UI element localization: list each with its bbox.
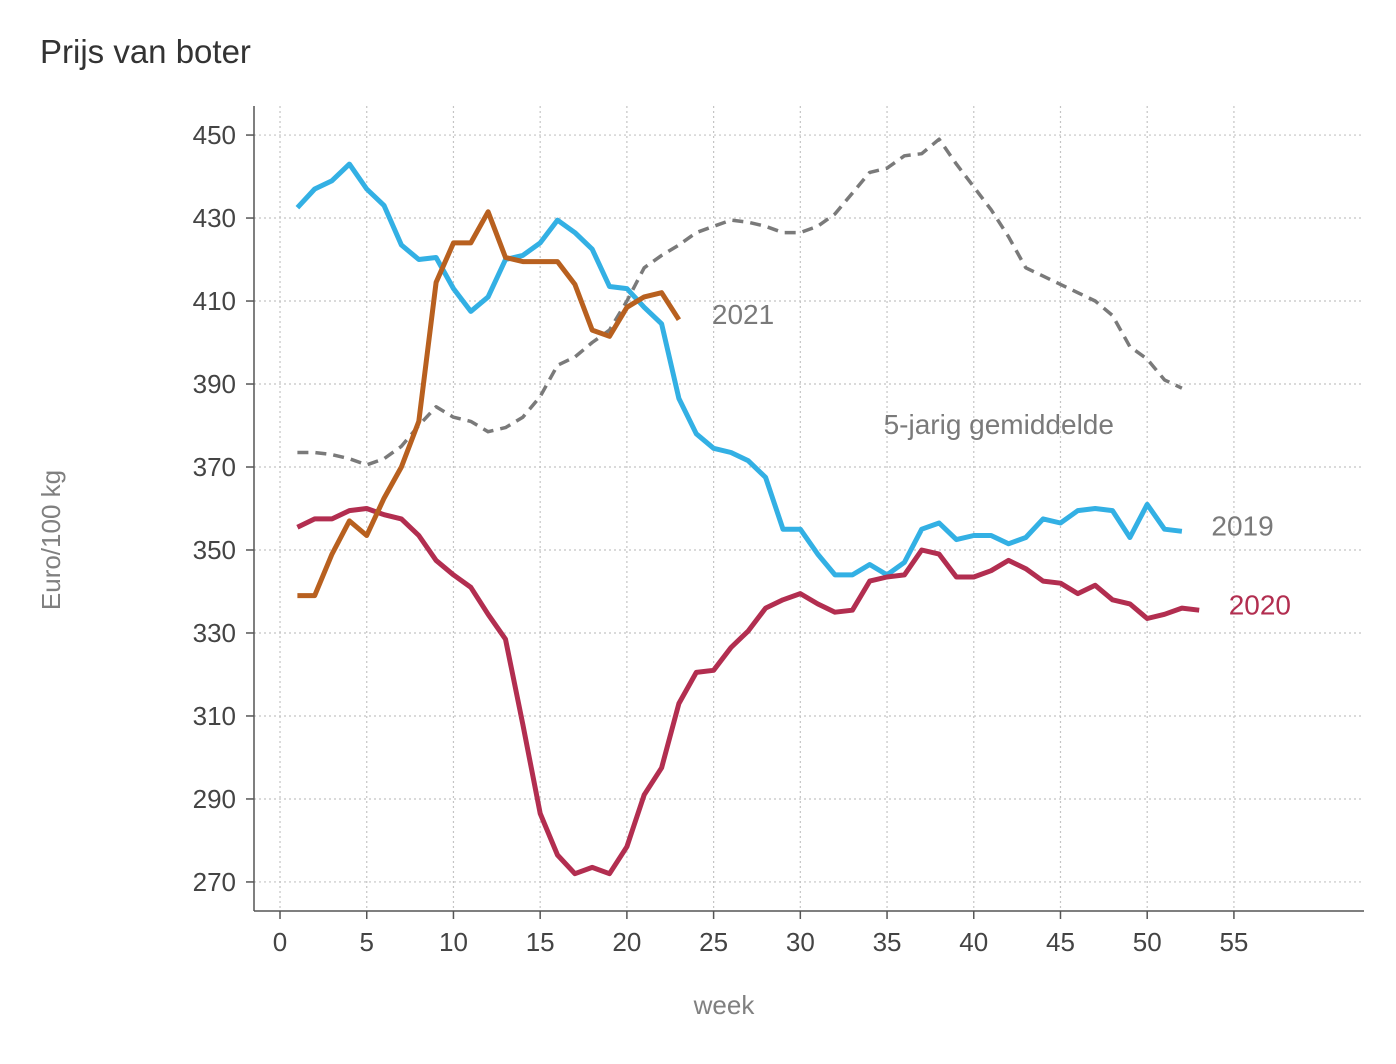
x-tick-label: 50: [1133, 927, 1162, 957]
y-tick-label: 410: [193, 286, 236, 316]
chart-title: Prijs van boter: [40, 33, 251, 70]
series-annotations: 2021 5-jarig gemiddelde 2019 2020: [712, 299, 1291, 620]
x-tick-label: 30: [786, 927, 815, 957]
x-tick-label: 35: [873, 927, 902, 957]
x-tick-labels: 0 5 10 15 20 25 30 35 40 45 50 55: [273, 927, 1249, 957]
y-tick-label: 330: [193, 618, 236, 648]
y-tick-label: 290: [193, 784, 236, 814]
y-tick-label: 370: [193, 452, 236, 482]
x-tick-label: 20: [612, 927, 641, 957]
x-tick-label: 55: [1219, 927, 1248, 957]
y-tick-label: 350: [193, 535, 236, 565]
x-tick-label: 10: [439, 927, 468, 957]
x-axis-label: week: [693, 990, 756, 1020]
gridlines: [254, 106, 1364, 911]
x-tick-label: 15: [526, 927, 555, 957]
x-tick-label: 0: [273, 927, 287, 957]
series-annotation-2019: 2019: [1211, 510, 1273, 541]
y-tick-label: 430: [193, 203, 236, 233]
series-annotation-5-jarig-gemiddelde: 5-jarig gemiddelde: [884, 409, 1114, 440]
x-tick-label: 25: [699, 927, 728, 957]
series-line-2021: [297, 209, 682, 599]
y-axis-label: Euro/100 kg: [36, 470, 66, 610]
x-tick-label: 45: [1046, 927, 1075, 957]
series-annotation-2020: 2020: [1229, 589, 1291, 620]
y-tick-label: 270: [193, 867, 236, 897]
y-tick-labels: 270 290 310 330 350 370 390 410 430 450: [193, 120, 236, 897]
series-annotation-2021: 2021: [712, 299, 774, 330]
series-lines: [295, 137, 1200, 877]
series-line-2019: [295, 161, 1183, 578]
series-line-2020: [296, 506, 1200, 877]
x-tick-label: 5: [360, 927, 374, 957]
y-tick-label: 310: [193, 701, 236, 731]
x-tick-label: 40: [959, 927, 988, 957]
series-line-5-jarig-gemiddelde: [297, 137, 1183, 467]
axes: [246, 106, 1364, 919]
y-tick-label: 390: [193, 369, 236, 399]
y-tick-label: 450: [193, 120, 236, 150]
